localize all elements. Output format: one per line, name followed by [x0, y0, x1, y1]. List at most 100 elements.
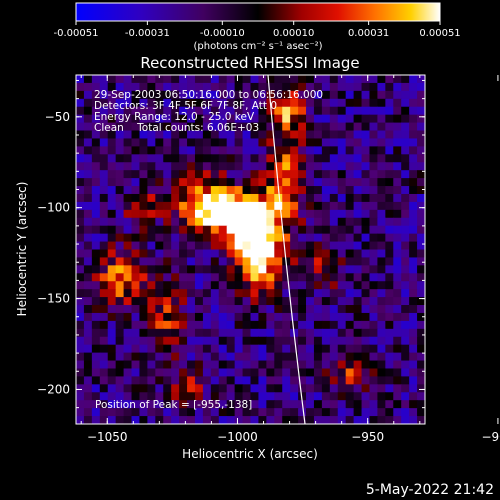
heatmap-cell [187, 384, 196, 393]
heatmap-cell [274, 360, 283, 370]
heatmap-cell [290, 209, 299, 219]
heatmap-cell [401, 312, 410, 322]
heatmap-cell [393, 312, 402, 322]
heatmap-cell [202, 273, 212, 282]
heatmap-cell [131, 328, 141, 338]
heatmap-cell [290, 193, 299, 203]
heatmap-cell [226, 82, 236, 92]
heatmap-cell [298, 170, 307, 179]
heatmap-cell [226, 201, 236, 211]
heatmap-cell [210, 90, 220, 100]
heatmap-cell [179, 368, 188, 378]
heatmap-cell [345, 368, 355, 378]
heatmap-cell [274, 384, 283, 393]
y-tick-label: −100 [37, 201, 70, 215]
heatmap-cell [266, 178, 275, 187]
heatmap-cell [361, 392, 371, 401]
heatmap-cell [234, 376, 244, 385]
heatmap-cell [385, 114, 394, 124]
heatmap-cell [123, 233, 133, 243]
heatmap-cell [377, 352, 386, 362]
heatmap-cell [218, 336, 228, 346]
heatmap-cell [385, 201, 394, 211]
heatmap-cell [99, 225, 109, 235]
heatmap-cell [306, 265, 315, 274]
heatmap-cell [234, 209, 244, 219]
heatmap-cell [345, 186, 355, 195]
heatmap-cell [306, 82, 315, 92]
heatmap-cell [385, 297, 394, 306]
heatmap-cell [218, 241, 228, 251]
heatmap-cell [179, 416, 188, 424]
heatmap-cell [242, 241, 252, 251]
heatmap-cell [107, 122, 117, 132]
heatmap-cell [155, 360, 164, 370]
heatmap-cell [282, 416, 291, 424]
heatmap-cell [321, 305, 331, 314]
heatmap-cell [226, 360, 236, 370]
heatmap-cell [329, 416, 339, 424]
heatmap-cell [234, 170, 244, 179]
heatmap-cell [171, 376, 180, 385]
heatmap-cell [266, 297, 275, 306]
heatmap-cell [115, 201, 125, 211]
colorbar-tick-label: 0.00010 [273, 28, 314, 39]
heatmap-cell [242, 186, 252, 195]
heatmap-cell [234, 201, 244, 211]
heatmap-cell [345, 320, 355, 330]
heatmap-cell [353, 217, 363, 227]
heatmap-cell [329, 98, 339, 108]
heatmap-cell [258, 249, 267, 259]
heatmap-cell [131, 75, 141, 84]
heatmap-cell [337, 114, 347, 124]
heatmap-cell [321, 138, 331, 147]
heatmap-cell [210, 98, 220, 108]
heatmap-cell [377, 225, 386, 235]
heatmap-cell [218, 106, 228, 116]
heatmap-cell [91, 273, 101, 282]
heatmap-cell [306, 249, 315, 259]
heatmap-cell [274, 336, 283, 346]
heatmap-cell [401, 273, 410, 282]
heatmap-cell [163, 209, 172, 219]
heatmap-cell [401, 193, 410, 203]
heatmap-cell [361, 217, 371, 227]
heatmap-cell [393, 305, 402, 314]
heatmap-cell [409, 82, 418, 92]
heatmap-cell [202, 201, 212, 211]
heatmap-cell [385, 376, 394, 385]
heatmap-cell [210, 130, 220, 140]
heatmap-cell [83, 368, 93, 378]
heatmap-cell [401, 281, 410, 290]
heatmap-cell [147, 146, 156, 155]
heatmap-cell [393, 265, 402, 274]
colorbar-unit-label: (photons cm⁻² s⁻¹ asec⁻²) [193, 41, 322, 52]
heatmap-cell [361, 312, 371, 322]
heatmap-cell [417, 225, 425, 235]
heatmap-cell [242, 178, 252, 187]
heatmap-cell [242, 98, 252, 108]
heatmap-cell [266, 281, 275, 290]
heatmap-cell [313, 122, 323, 132]
heatmap-cell [417, 178, 425, 187]
heatmap-cell [353, 241, 363, 251]
heatmap-cell [147, 368, 156, 378]
heatmap-cell [139, 384, 148, 393]
heatmap-cell [115, 352, 125, 362]
heatmap-cell [393, 106, 402, 116]
heatmap-cell [179, 186, 188, 195]
heatmap-cell [409, 106, 418, 116]
heatmap-cell [361, 416, 371, 424]
heatmap-cell [139, 217, 148, 227]
heatmap-cell [107, 305, 117, 314]
heatmap-cell [321, 281, 331, 290]
heatmap-cell [409, 368, 418, 378]
heatmap-cell [155, 312, 164, 322]
heatmap-cell [218, 201, 228, 211]
heatmap-cell [179, 106, 188, 116]
heatmap-cell [353, 193, 363, 203]
heatmap-cell [83, 297, 93, 306]
heatmap-cell [298, 376, 307, 385]
heatmap-cell [298, 297, 307, 306]
heatmap-cell [417, 201, 425, 211]
